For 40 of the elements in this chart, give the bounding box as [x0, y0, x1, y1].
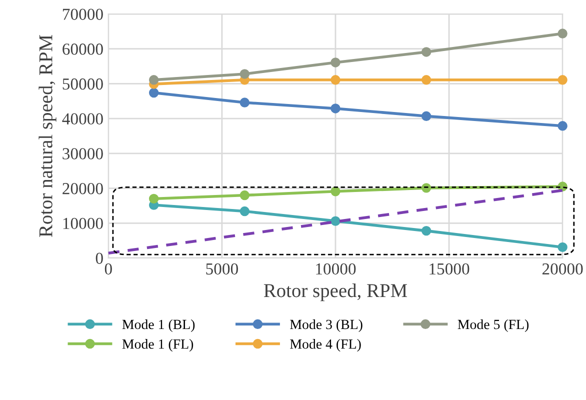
y-tick-label: 70000	[62, 8, 103, 20]
x-tick-label: 10000	[316, 263, 356, 275]
point	[558, 28, 568, 38]
point	[330, 75, 340, 85]
x-tick-label: 15000	[430, 263, 470, 275]
point	[421, 226, 432, 236]
legend-label: Mode 5 (FL)	[458, 319, 529, 332]
x-tick-label: 5000	[206, 263, 238, 275]
point	[240, 69, 250, 79]
y-axis-title: Rotor natural speed, RPM	[38, 35, 56, 237]
point	[330, 186, 340, 196]
x-tick-label: 0	[104, 263, 112, 275]
point	[240, 190, 250, 200]
point	[240, 206, 250, 216]
y-tick-label: 50000	[62, 78, 103, 90]
point	[148, 194, 159, 204]
x-axis-title: Rotor speed, RPM	[264, 284, 408, 302]
point	[148, 75, 159, 85]
y-tick-label: 0	[96, 252, 103, 264]
point	[330, 104, 340, 114]
y-tick-label: 10000	[63, 218, 103, 230]
point	[330, 216, 340, 226]
point	[558, 242, 568, 252]
y-tick-label: 20000	[62, 182, 103, 194]
y-tick-label: 40000	[62, 113, 103, 125]
y-tick-label: 60000	[62, 44, 103, 55]
legend-label: Mode 4 (FL)	[290, 339, 361, 352]
point	[148, 88, 159, 98]
point	[421, 75, 432, 85]
legend-label: Mode 1 (BL)	[122, 319, 195, 332]
point	[240, 98, 250, 108]
x-tick-label: 20000	[542, 263, 583, 275]
y-tick-label: 30000	[62, 148, 103, 160]
legend-label: Mode 3 (BL)	[290, 319, 362, 332]
point	[421, 47, 432, 57]
legend-label: Mode 1 (FL)	[122, 339, 194, 352]
point	[330, 58, 340, 68]
point	[421, 111, 432, 121]
point	[558, 121, 568, 131]
point	[558, 75, 568, 85]
